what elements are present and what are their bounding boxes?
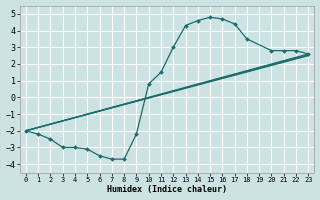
X-axis label: Humidex (Indice chaleur): Humidex (Indice chaleur): [107, 185, 227, 194]
